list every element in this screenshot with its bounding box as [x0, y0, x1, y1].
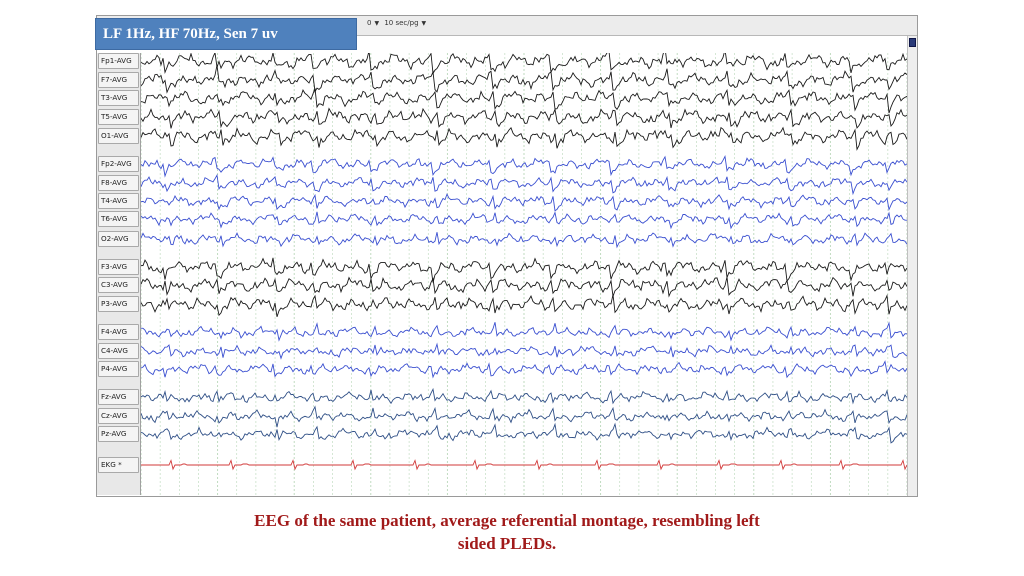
- timebase-select[interactable]: 10 sec/pg: [384, 19, 419, 27]
- trace-o1-avg: [141, 126, 907, 151]
- vertical-scrollbar[interactable]: [907, 36, 917, 496]
- channel-label-f8-avg[interactable]: F8-AVG: [98, 175, 139, 191]
- channel-label-t6-avg[interactable]: T6-AVG: [98, 211, 139, 227]
- channel-label-f7-avg[interactable]: F7-AVG: [98, 72, 139, 88]
- channel-traces: [141, 53, 907, 471]
- channel-label-fp1-avg[interactable]: Fp1-AVG: [98, 53, 139, 69]
- eeg-viewer-window: 0 ▼ 10 sec/pg ▼ Fp1-AVG F7-AVG T3-AVG T5-AVG O…: [96, 15, 918, 497]
- channel-label-o1-avg[interactable]: O1-AVG: [98, 128, 139, 144]
- channel-label-pz-avg[interactable]: Pz-AVG: [98, 426, 139, 442]
- trace-f7-avg: [141, 65, 907, 94]
- scroll-thumb[interactable]: [909, 38, 916, 47]
- channel-label-f4-avg[interactable]: F4-AVG: [98, 324, 139, 340]
- channel-label-cz-avg[interactable]: Cz-AVG: [98, 408, 139, 424]
- trace-p4-avg: [141, 360, 907, 379]
- channel-label-o2-avg[interactable]: O2-AVG: [98, 231, 139, 247]
- trace-f3-avg: [141, 257, 907, 283]
- channel-label-ekg[interactable]: EKG *: [98, 457, 139, 473]
- channel-label-t5-avg[interactable]: T5-AVG: [98, 109, 139, 125]
- trace-fp2-avg: [141, 155, 907, 178]
- eeg-trace-canvas: [141, 53, 907, 495]
- time-grid: [141, 53, 907, 495]
- trace-c4-avg: [141, 342, 907, 360]
- channel-label-p3-avg[interactable]: P3-AVG: [98, 296, 139, 312]
- trace-o2-avg: [141, 232, 907, 249]
- trace-t4-avg: [141, 193, 907, 212]
- trace-fz-avg: [141, 387, 907, 405]
- trace-ekg: [141, 459, 907, 471]
- chevron-down-icon[interactable]: ▼: [421, 20, 427, 27]
- eeg-trace-area[interactable]: [141, 53, 907, 495]
- channel-label-column: Fp1-AVG F7-AVG T3-AVG T5-AVG O1-AVG Fp2-AVG F8…: [97, 53, 141, 495]
- caption-line-2: sided PLEDs.: [457, 534, 557, 553]
- sensitivity-select-partial[interactable]: 0: [367, 19, 372, 27]
- channel-label-t3-avg[interactable]: T3-AVG: [98, 90, 139, 106]
- filter-settings-badge: LF 1Hz, HF 70Hz, Sen 7 uv: [95, 18, 357, 50]
- trace-pz-avg: [141, 422, 907, 444]
- channel-label-p4-avg[interactable]: P4-AVG: [98, 361, 139, 377]
- trace-c3-avg: [141, 276, 907, 298]
- trace-p3-avg: [141, 293, 907, 317]
- caption-line-1: EEG of the same patient, average referen…: [254, 511, 760, 530]
- trace-t5-avg: [141, 107, 907, 129]
- trace-fp1-avg: [141, 53, 907, 75]
- trace-f8-avg: [141, 173, 907, 196]
- channel-label-fp2-avg[interactable]: Fp2-AVG: [98, 156, 139, 172]
- channel-label-t4-avg[interactable]: T4-AVG: [98, 193, 139, 209]
- channel-label-c3-avg[interactable]: C3-AVG: [98, 277, 139, 293]
- trace-t6-avg: [141, 211, 907, 230]
- channel-label-fz-avg[interactable]: Fz-AVG: [98, 389, 139, 405]
- channel-label-f3-avg[interactable]: F3-AVG: [98, 259, 139, 275]
- trace-f4-avg: [141, 321, 907, 342]
- trace-cz-avg: [141, 405, 907, 428]
- toolbar-controls: 0 ▼ 10 sec/pg ▼: [367, 19, 429, 27]
- chevron-down-icon[interactable]: ▼: [374, 20, 380, 27]
- trace-t3-avg: [141, 88, 907, 114]
- channel-label-c4-avg[interactable]: C4-AVG: [98, 343, 139, 359]
- figure-caption: EEG of the same patient, average referen…: [96, 509, 918, 555]
